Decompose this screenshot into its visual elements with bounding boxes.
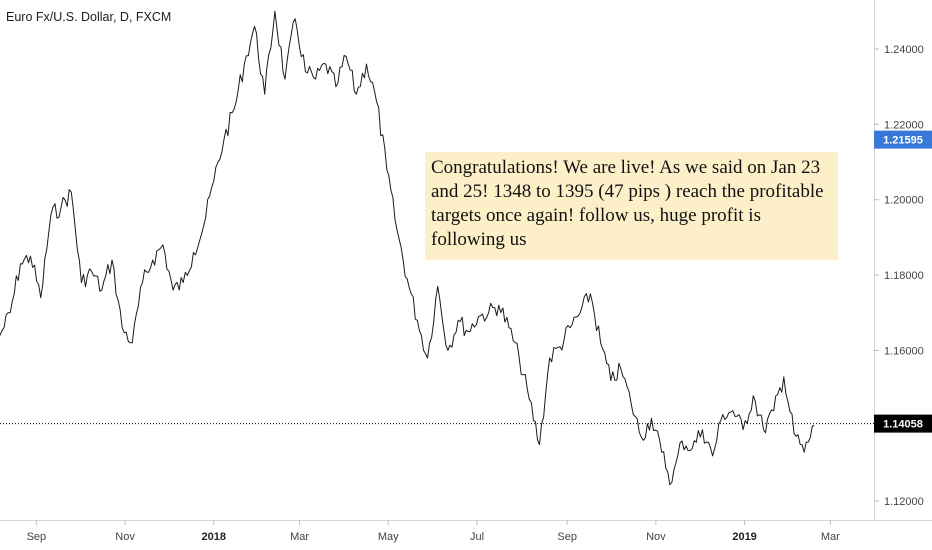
y-tick-label: 1.18000 xyxy=(884,270,924,282)
x-tick-label: Mar xyxy=(821,531,840,543)
y-tick-label: 1.24000 xyxy=(884,44,924,56)
x-tick-label: 2019 xyxy=(732,531,756,543)
y-tick-label: 1.16000 xyxy=(884,345,924,357)
y-tick-label: 1.22000 xyxy=(884,119,924,131)
x-tick-label: Nov xyxy=(646,531,666,543)
y-tick-label: 1.20000 xyxy=(884,195,924,207)
x-tick-label: Mar xyxy=(290,531,309,543)
time-axis[interactable]: Sep Nov 2018 Mar May Jul Sep Nov 2019 Mar xyxy=(27,520,841,543)
price-markers: 1.14058 1.21595 xyxy=(0,130,932,433)
x-tick-label: May xyxy=(378,531,399,543)
x-tick-label: Sep xyxy=(557,531,577,543)
y-tick-label: 1.12000 xyxy=(884,496,924,508)
x-tick-label: Jul xyxy=(470,531,484,543)
current-price-label: 1.21595 xyxy=(883,135,923,147)
current-price-badge xyxy=(874,130,932,149)
x-tick-label: 2018 xyxy=(202,531,226,543)
x-tick-label: Sep xyxy=(27,531,47,543)
series-line xyxy=(0,10,815,486)
annotation-note: Congratulations! We are live! As we said… xyxy=(425,152,838,260)
series-layer xyxy=(0,10,815,486)
last-price-label: 1.14058 xyxy=(883,419,923,431)
chart-title: Euro Fx/U.S. Dollar, D, FXCM xyxy=(6,10,172,24)
price-axis[interactable]: 1.24000 1.22000 1.20000 1.18000 1.16000 1.120… xyxy=(874,44,924,508)
x-tick-label: Nov xyxy=(115,531,135,543)
last-price-badge xyxy=(874,414,932,433)
